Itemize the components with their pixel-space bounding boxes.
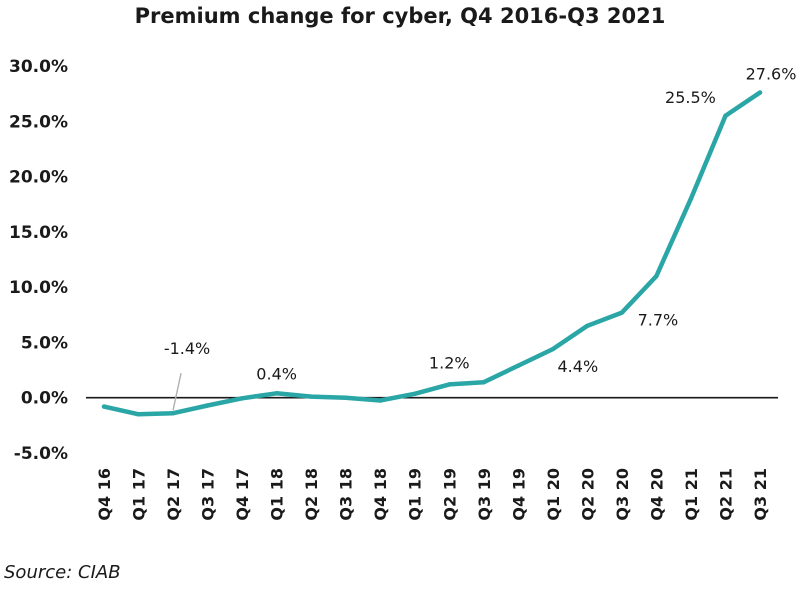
x-tick-label: Q3 18 bbox=[337, 468, 356, 521]
line-chart: 30.0% 25.0% 20.0% 15.0% 10.0% 5.0% 0.0% -5.0% Q… bbox=[9, 57, 797, 521]
data-label: 7.7% bbox=[638, 311, 679, 330]
data-point bbox=[274, 391, 279, 396]
data-point bbox=[205, 403, 210, 408]
x-tick-label: Q2 21 bbox=[716, 468, 735, 521]
data-point bbox=[550, 346, 556, 352]
y-tick-label: 5.0% bbox=[21, 333, 68, 353]
x-tick-label: Q4 18 bbox=[371, 468, 390, 521]
data-point bbox=[723, 113, 728, 118]
y-tick-label: 20.0% bbox=[9, 168, 68, 188]
y-tick-label: 25.0% bbox=[9, 112, 68, 132]
x-tick-label: Q3 19 bbox=[475, 468, 494, 521]
data-point bbox=[688, 196, 694, 201]
data-label: 25.5% bbox=[665, 88, 716, 107]
x-tick-label: Q1 19 bbox=[406, 468, 425, 521]
y-tick-label: 10.0% bbox=[9, 278, 68, 298]
data-point bbox=[757, 90, 763, 95]
y-tick-label: -5.0% bbox=[14, 444, 68, 464]
data-point bbox=[481, 380, 486, 385]
x-tick-label: Q2 18 bbox=[302, 468, 321, 521]
data-point bbox=[170, 410, 176, 416]
x-tick-label: Q2 20 bbox=[578, 468, 597, 521]
x-tick-label: Q2 17 bbox=[164, 468, 183, 521]
data-label-leader bbox=[172, 373, 182, 411]
data-label: -1.4% bbox=[164, 339, 210, 358]
data-point bbox=[585, 323, 590, 329]
x-tick-label: Q1 20 bbox=[544, 468, 563, 521]
x-tick-label: Q3 20 bbox=[613, 468, 632, 521]
data-point bbox=[101, 404, 107, 409]
data-point bbox=[412, 391, 417, 397]
x-tick-label: Q1 21 bbox=[682, 468, 701, 521]
y-tick-label: 30.0% bbox=[9, 57, 68, 77]
x-tick-label: Q4 17 bbox=[233, 468, 252, 521]
chart-title: Premium change for cyber, Q4 2016-Q3 202… bbox=[134, 4, 666, 28]
data-point bbox=[308, 394, 314, 399]
x-tick-label: Q3 17 bbox=[199, 468, 218, 521]
data-point bbox=[136, 412, 141, 417]
data-point bbox=[378, 398, 383, 403]
data-label: 1.2% bbox=[429, 353, 470, 372]
x-tick-label: Q2 19 bbox=[440, 468, 459, 521]
x-tick-label: Q1 18 bbox=[268, 468, 287, 521]
data-point bbox=[619, 310, 625, 315]
series-layer bbox=[101, 90, 763, 417]
y-tick-label: 15.0% bbox=[9, 223, 68, 243]
x-tick-label: Q4 19 bbox=[509, 468, 528, 521]
x-tick-label: Q1 17 bbox=[130, 468, 149, 521]
x-axis: Q4 16 Q1 17 Q2 17 Q3 17 Q4 17 Q1 18 Q2 18 Q3 18… bbox=[95, 468, 770, 521]
data-point bbox=[654, 273, 659, 279]
source-note: Source: CIAB bbox=[4, 562, 121, 583]
y-tick-label: 0.0% bbox=[21, 389, 68, 409]
data-label: 4.4% bbox=[558, 357, 599, 376]
x-tick-label: Q3 21 bbox=[751, 468, 770, 521]
data-point bbox=[343, 395, 348, 400]
data-label-layer: -1.4% 0.4% 1.2% 4.4% 7.7% 25.5% 27.6% bbox=[164, 65, 797, 411]
data-point bbox=[516, 363, 521, 368]
y-axis: 30.0% 25.0% 20.0% 15.0% 10.0% 5.0% 0.0% -5.0% bbox=[9, 57, 68, 464]
data-label: 27.6% bbox=[746, 65, 797, 84]
data-point bbox=[447, 382, 452, 387]
x-tick-label: Q4 16 bbox=[95, 468, 114, 521]
series-line bbox=[101, 90, 763, 417]
x-tick-label: Q4 20 bbox=[647, 468, 666, 521]
data-point bbox=[239, 396, 245, 401]
data-label: 0.4% bbox=[256, 364, 297, 383]
